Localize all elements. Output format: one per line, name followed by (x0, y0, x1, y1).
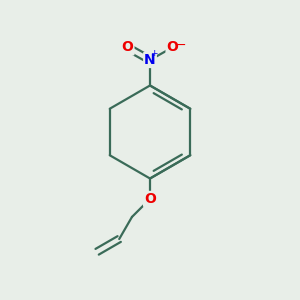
Text: O: O (167, 40, 178, 54)
Text: O: O (122, 40, 134, 54)
Text: −: − (175, 38, 186, 52)
Text: +: + (150, 49, 158, 58)
Text: O: O (144, 192, 156, 206)
Text: N: N (144, 53, 156, 67)
